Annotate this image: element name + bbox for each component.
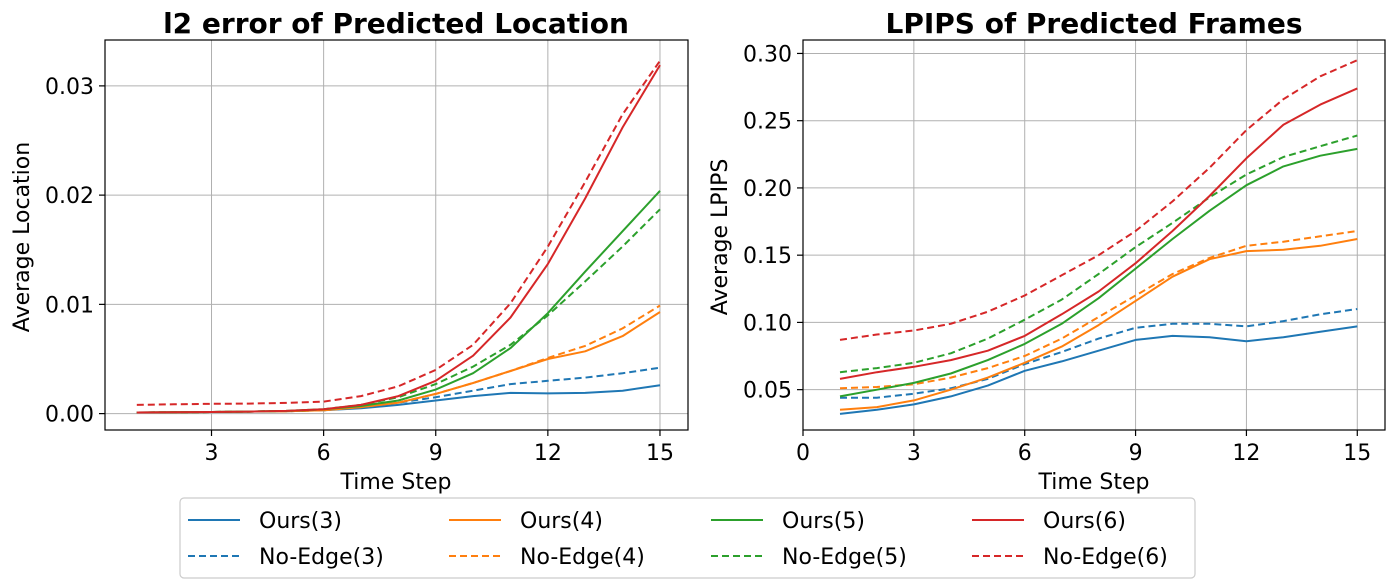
x-tick-label: 6 — [1018, 441, 1032, 466]
grid-lines — [802, 40, 1385, 430]
series-line-no-edge6 — [136, 60, 661, 406]
series-line-ours4 — [839, 238, 1358, 411]
series-line-no-edge5 — [136, 208, 661, 414]
y-tick-label: 0.20 — [743, 177, 792, 202]
series-line-ours5 — [839, 147, 1358, 398]
y-tick-label: 0.25 — [743, 110, 792, 135]
series-line-ours6 — [839, 87, 1358, 380]
legend-label: No-Edge(3) — [259, 545, 384, 570]
y-tick-label: 0.02 — [45, 184, 94, 209]
x-tick-label: 15 — [646, 441, 674, 466]
legend-label: Ours(3) — [259, 509, 342, 534]
plot-frame — [802, 39, 1386, 431]
x-axis-label: Time Step — [340, 470, 452, 495]
series-line-no-edge3 — [840, 308, 1358, 399]
x-tick-label: 6 — [317, 441, 331, 466]
legend-box — [179, 497, 1196, 579]
plot-frame — [104, 39, 689, 431]
y-tick-label: 0.03 — [45, 75, 94, 100]
series-lines — [839, 59, 1358, 415]
y-tick-label: 0.10 — [743, 311, 792, 336]
x-tick-label: 9 — [1129, 441, 1143, 466]
x-tick-label: 3 — [205, 441, 219, 466]
grid-lines — [105, 40, 688, 430]
x-tick-label: 0 — [796, 441, 810, 466]
chart-title: l2 error of Predicted Location — [163, 7, 629, 40]
y-tick-label: 0.00 — [45, 403, 94, 428]
legend-label: Ours(6) — [1043, 509, 1126, 534]
y-tick-label: 0.15 — [743, 244, 792, 269]
x-tick-label: 12 — [1232, 441, 1260, 466]
series-line-ours6 — [136, 64, 661, 414]
y-axis-label: Average LPIPS — [708, 159, 733, 316]
legend-label: No-Edge(5) — [782, 545, 907, 570]
series-line-ours4 — [136, 311, 661, 414]
lpips-chart: LPIPS of Predicted Frames 0 3 6 9 12 15 0.05 0.… — [708, 7, 1386, 495]
series-line-ours5 — [136, 190, 661, 414]
x-tick-label: 12 — [534, 441, 562, 466]
legend: Ours(3) Ours(4) Ours(5) Ours(6) No-Edge(3) No… — [179, 497, 1196, 579]
y-tick-label: 0.30 — [743, 42, 792, 67]
series-line-no-edge5 — [839, 134, 1358, 374]
legend-label: No-Edge(6) — [1043, 545, 1168, 570]
x-axis-label: Time Step — [1038, 470, 1150, 495]
legend-label: Ours(4) — [520, 509, 603, 534]
tick-labels: 3 6 9 12 15 0.00 0.01 0.02 0.03 — [45, 75, 674, 466]
series-line-ours3 — [839, 325, 1358, 415]
legend-label: Ours(5) — [782, 509, 865, 534]
y-axis-label: Average Location — [10, 142, 35, 332]
y-tick-label: 0.05 — [743, 379, 792, 404]
location-error-chart: l2 error of Predicted Location 3 6 9 12 15 0.… — [10, 7, 689, 495]
series-line-ours3 — [136, 384, 661, 414]
chart-title: LPIPS of Predicted Frames — [886, 7, 1303, 40]
legend-label: No-Edge(4) — [520, 545, 645, 570]
series-line-no-edge4 — [136, 304, 661, 414]
series-line-no-edge6 — [839, 59, 1358, 341]
x-tick-label: 15 — [1343, 441, 1371, 466]
x-tick-label: 3 — [907, 441, 921, 466]
x-tick-label: 9 — [429, 441, 443, 466]
tick-labels: 0 3 6 9 12 15 0.05 0.10 0.15 0.20 0.25 0.30 — [743, 42, 1371, 466]
y-tick-label: 0.01 — [45, 293, 94, 318]
series-lines — [136, 60, 661, 414]
